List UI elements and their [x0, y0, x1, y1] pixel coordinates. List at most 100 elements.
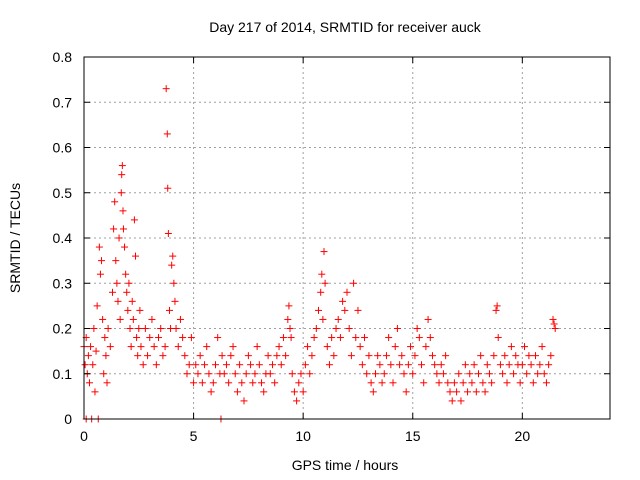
y-tick-label: 0.2	[53, 321, 73, 337]
data-point	[214, 334, 222, 342]
data-point	[181, 352, 189, 360]
data-point	[249, 379, 257, 387]
data-point	[96, 270, 104, 278]
data-point	[89, 361, 97, 369]
data-point	[475, 370, 482, 378]
data-point	[271, 379, 279, 387]
data-point	[339, 297, 347, 305]
data-point	[409, 370, 417, 378]
data-point	[227, 352, 235, 360]
x-tick-label: 20	[515, 428, 531, 444]
data-point	[162, 85, 170, 93]
data-point	[391, 343, 399, 351]
data-point	[273, 352, 281, 360]
data-point	[461, 361, 469, 369]
data-point	[439, 370, 447, 378]
data-point	[115, 234, 123, 242]
x-axis-label: GPS time / hours	[292, 457, 399, 473]
data-point	[542, 379, 550, 387]
data-point	[171, 297, 179, 305]
data-point	[297, 370, 305, 378]
chart-title: Day 217 of 2014, SRMTID for receiver auc…	[209, 19, 482, 35]
data-point	[119, 207, 127, 215]
data-point	[117, 189, 125, 197]
x-tick-label: 10	[295, 428, 311, 444]
data-point	[516, 379, 524, 387]
data-point	[503, 379, 511, 387]
data-point	[470, 361, 478, 369]
data-point	[505, 361, 513, 369]
y-tick-label: 0.4	[53, 230, 73, 246]
data-point	[91, 388, 99, 396]
data-point	[369, 388, 377, 396]
data-point	[450, 379, 458, 387]
data-point	[287, 334, 295, 342]
data-point	[378, 379, 386, 387]
data-point	[240, 397, 248, 405]
data-point	[411, 352, 419, 360]
data-point	[437, 361, 445, 369]
data-point	[106, 343, 114, 351]
data-point	[493, 302, 501, 310]
data-point	[236, 361, 244, 369]
data-point	[148, 315, 156, 323]
data-point	[446, 388, 454, 396]
data-point	[442, 352, 450, 360]
data-point	[260, 388, 268, 396]
data-point	[404, 361, 412, 369]
data-point	[418, 361, 426, 369]
data-point	[380, 370, 388, 378]
data-point	[100, 370, 108, 378]
data-point	[341, 306, 349, 314]
data-point	[455, 370, 463, 378]
data-point	[538, 343, 546, 351]
data-point	[453, 388, 461, 396]
data-point	[501, 352, 509, 360]
data-point	[518, 361, 526, 369]
data-point	[396, 361, 404, 369]
data-point	[196, 352, 204, 360]
data-point	[323, 343, 331, 351]
data-point	[319, 315, 327, 323]
data-point	[457, 397, 465, 405]
data-point	[521, 343, 529, 351]
data-point	[225, 379, 233, 387]
data-point	[468, 379, 476, 387]
data-point	[255, 361, 263, 369]
data-point	[113, 279, 121, 287]
data-point	[367, 379, 375, 387]
data-point	[170, 279, 178, 287]
data-point	[139, 361, 147, 369]
data-point	[547, 352, 555, 360]
data-point	[459, 379, 467, 387]
data-point	[185, 361, 193, 369]
data-point	[531, 352, 539, 360]
data-point	[477, 352, 485, 360]
data-point	[132, 252, 140, 260]
y-tick-label: 0.8	[53, 49, 73, 65]
data-point	[433, 370, 441, 378]
data-point	[284, 315, 292, 323]
data-point	[485, 370, 493, 378]
data-point	[488, 379, 496, 387]
data-point	[512, 352, 520, 360]
data-point	[466, 370, 474, 378]
data-point	[317, 288, 325, 296]
data-point	[479, 379, 487, 387]
data-point	[207, 388, 215, 396]
data-point	[312, 325, 320, 332]
data-point	[354, 306, 362, 314]
y-tick-label: 0.1	[53, 366, 73, 382]
data-point	[304, 343, 312, 351]
data-point	[424, 315, 432, 323]
data-point	[389, 379, 397, 387]
data-point	[98, 257, 106, 265]
data-point	[128, 297, 136, 305]
data-point	[124, 306, 132, 314]
data-point	[165, 306, 173, 314]
data-point	[387, 361, 395, 369]
data-point	[135, 325, 143, 332]
data-point	[164, 184, 172, 192]
data-point	[92, 347, 100, 355]
data-point	[490, 352, 498, 360]
